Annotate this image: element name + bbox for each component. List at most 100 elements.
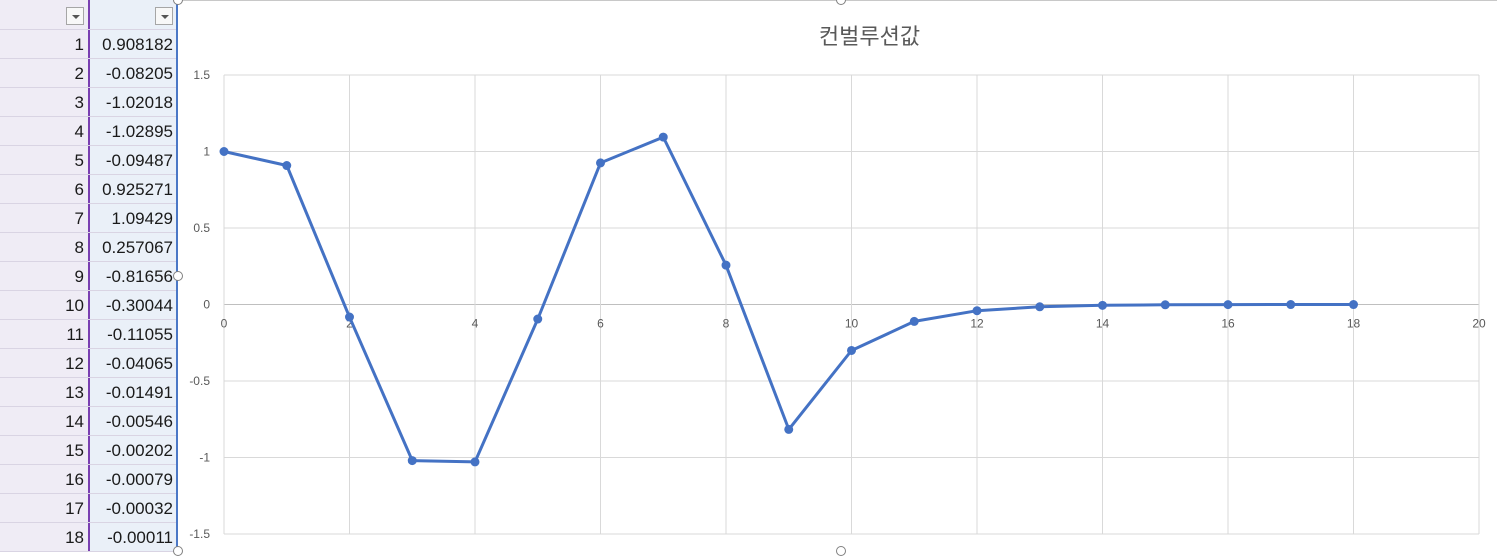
table-row[interactable]: 12 -0.04065 [0,349,176,378]
value-cell[interactable]: -0.08205 [105,64,173,83]
value-cell[interactable]: -0.00032 [105,499,173,518]
table-row[interactable]: 18 -0.00011 [0,523,176,552]
column-a-selection-border [88,0,90,552]
data-point [596,158,605,168]
table-row[interactable]: 4 -1.02895 [0,117,176,146]
column-b [89,0,177,552]
y-tick-label: 0.5 [193,221,210,235]
value-cell[interactable]: 0.908182 [102,35,173,54]
value-cell[interactable]: -0.81656 [105,267,173,286]
value-cell[interactable]: -0.30044 [105,296,173,315]
table-row[interactable]: 5 -0.09487 [0,146,176,175]
table-row[interactable]: 15 -0.00202 [0,436,176,465]
index-cell[interactable]: 13 [65,383,84,402]
index-cell[interactable]: 15 [65,441,84,460]
chart-title: 컨벌루션값 [819,24,920,49]
data-point [533,314,543,324]
table-row[interactable]: 17 -0.00032 [0,494,176,523]
index-cell[interactable]: 7 [74,209,84,228]
x-tick-label: 8 [723,317,730,331]
data-point [658,132,668,142]
x-tick-label: 10 [845,317,859,331]
value-cell[interactable]: -0.01491 [105,383,173,402]
index-cell[interactable]: 10 [65,296,84,315]
index-cell[interactable]: 5 [74,151,84,170]
data-point [345,312,354,322]
column-a [0,0,89,552]
data-point [1035,302,1045,312]
index-cell[interactable]: 6 [74,180,84,199]
index-cell[interactable]: 18 [65,528,84,547]
value-cell[interactable]: -0.09487 [105,151,173,170]
table-row[interactable]: 3 -1.02018 [0,88,176,117]
value-cell[interactable]: -0.00079 [105,470,173,489]
table-row[interactable]: 14 -0.00546 [0,407,176,436]
chart-object[interactable]: 컨벌루션값 1.5 1 0.5 0 -0.5 -1 -1.5 0 2 4 6 8 10 12 14 16 18 20 [178,0,1497,552]
x-tick-label: 12 [970,317,984,331]
value-cell[interactable]: -0.00202 [105,441,173,460]
data-point [219,147,229,156]
x-tick-label: 14 [1096,317,1110,331]
data-point [909,316,919,326]
index-cell[interactable]: 1 [74,35,84,54]
x-tick-label: 2 [346,317,353,331]
table-row[interactable]: 2 -0.08205 [0,59,176,88]
index-cell[interactable]: 9 [74,267,84,286]
value-cell[interactable]: -1.02895 [105,122,173,141]
value-cell[interactable]: -0.00011 [107,528,173,547]
index-cell[interactable]: 12 [65,354,84,373]
data-point [1349,300,1358,310]
x-tick-label: 20 [1472,317,1486,331]
resize-handle[interactable] [836,546,846,556]
series-line [223,135,1354,464]
value-cell[interactable]: -0.04065 [105,354,173,373]
index-cell[interactable]: 11 [66,325,84,344]
y-tick-label: -1.5 [189,527,210,541]
data-point [1286,300,1296,310]
table-row[interactable]: 9 -0.81656 [0,262,176,291]
y-tick-label: -0.5 [189,374,210,388]
table-row[interactable]: 7 1.09429 [0,204,176,233]
index-cell[interactable]: 2 [74,64,84,83]
spreadsheet-range: 1 0.908182 2 -0.08205 3 -1.02018 4 -1.02895 5 -0.… [0,0,178,552]
data-point [721,260,731,270]
table-row[interactable]: 8 0.257067 [0,233,176,262]
value-cell[interactable]: 0.257067 [102,238,173,257]
x-tick-label: 4 [472,317,479,331]
value-cell[interactable]: -0.11055 [107,325,173,344]
data-point [784,424,794,434]
table-row[interactable]: 13 -0.01491 [0,378,176,407]
value-cell[interactable]: 1.09429 [111,209,173,228]
index-cell[interactable]: 3 [74,93,84,112]
data-point [972,306,982,316]
index-cell[interactable]: 17 [65,499,84,518]
filter-dropdown-icon[interactable] [155,7,173,25]
resize-handle[interactable] [173,546,183,556]
data-point [470,457,480,467]
index-cell[interactable]: 14 [65,412,84,431]
data-point [1223,300,1233,310]
data-point [847,345,856,355]
data-point [282,161,292,171]
value-cell[interactable]: 0.925271 [102,180,173,199]
index-cell[interactable]: 8 [74,238,84,257]
y-tick-label: -1 [199,451,210,465]
filter-dropdown-icon[interactable] [66,7,84,25]
data-point [1098,300,1107,310]
x-tick-label: 6 [597,317,604,331]
value-cell[interactable]: -1.02018 [105,93,173,112]
table-row[interactable]: 11 -0.11055 [0,320,176,349]
table-row[interactable]: 16 -0.00079 [0,465,176,494]
y-tick-label: 1 [203,145,210,159]
resize-handle[interactable] [173,271,183,281]
data-point [1160,300,1170,310]
table-row[interactable]: 6 0.925271 [0,175,176,204]
line-chart: 컨벌루션값 1.5 1 0.5 0 -0.5 -1 -1.5 0 2 4 6 8 10 12 14 16 18 20 [189,24,1486,541]
y-tick-label: 0 [203,298,210,312]
header-divider [0,29,176,30]
index-cell[interactable]: 16 [65,470,84,489]
table-row[interactable]: 10 -0.30044 [0,291,176,320]
value-cell[interactable]: -0.00546 [105,412,173,431]
index-cell[interactable]: 4 [74,122,84,141]
table-row[interactable]: 1 0.908182 [0,30,176,59]
